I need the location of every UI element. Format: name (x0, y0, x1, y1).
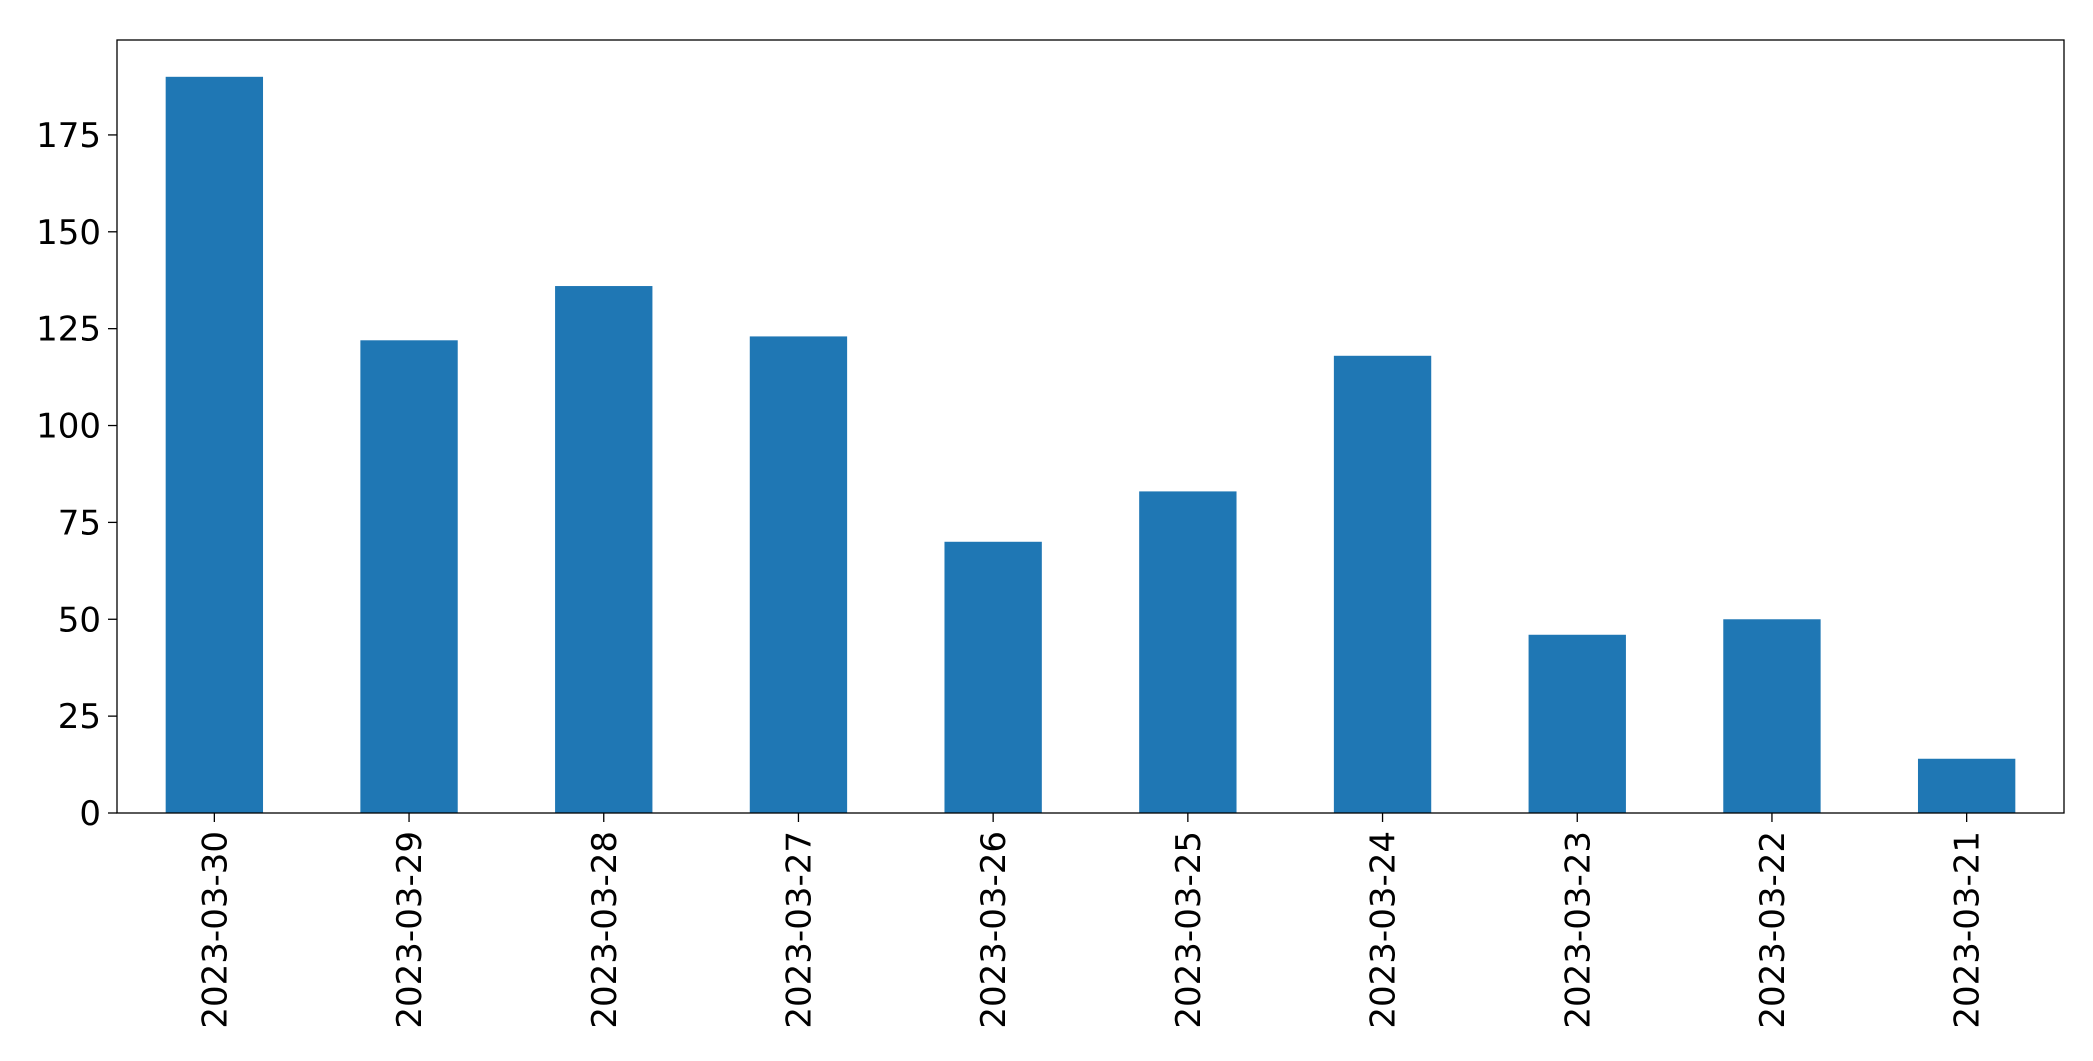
bar (360, 340, 458, 813)
x-tick-label: 2023-03-28 (585, 831, 625, 1029)
bar (749, 336, 848, 813)
bar (165, 76, 264, 814)
x-tick-label: 2023-03-22 (1753, 831, 1793, 1029)
y-tick-label: 125 (36, 310, 101, 350)
y-tick-label: 100 (36, 407, 101, 447)
y-tick-label: 175 (36, 116, 101, 156)
y-tick-label: 50 (58, 600, 101, 640)
x-tick-label: 2023-03-21 (1948, 831, 1988, 1029)
bar (1333, 355, 1432, 813)
bar (555, 286, 653, 813)
x-tick-label: 2023-03-25 (1169, 831, 1209, 1029)
x-tick-label: 2023-03-29 (390, 831, 430, 1029)
bar (1723, 619, 1821, 813)
bar (1528, 634, 1626, 813)
x-tick-label: 2023-03-23 (1558, 831, 1598, 1029)
x-tick-label: 2023-03-27 (779, 831, 819, 1029)
x-tick-label: 2023-03-26 (974, 831, 1014, 1029)
y-tick-label: 25 (58, 697, 101, 737)
bar (1139, 491, 1237, 813)
y-tick-label: 0 (79, 794, 101, 834)
x-tick-label: 2023-03-30 (195, 831, 235, 1029)
y-tick-label: 75 (58, 503, 101, 543)
y-tick-label: 150 (36, 213, 101, 253)
x-tick-label: 2023-03-24 (1364, 831, 1404, 1029)
bar (944, 541, 1042, 813)
plot-frame (116, 39, 2065, 814)
bar (1917, 758, 2016, 813)
